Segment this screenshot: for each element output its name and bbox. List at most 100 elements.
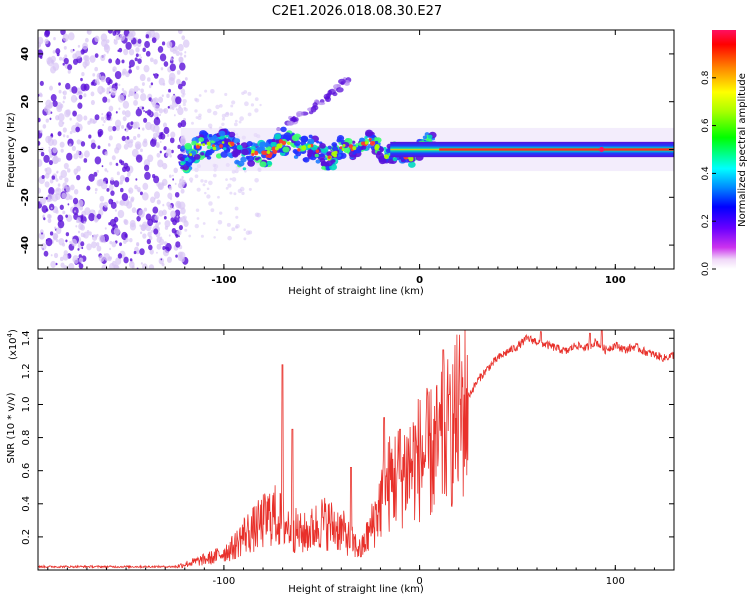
noise-blob: [139, 191, 143, 196]
signal-blob: [427, 134, 433, 139]
noise-blob: [81, 72, 85, 77]
noise-blob: [102, 124, 104, 127]
noise-speck: [195, 98, 200, 103]
harmonic-blob: [332, 91, 338, 97]
noise-blob: [38, 187, 41, 194]
noise-blob: [140, 231, 143, 235]
noise-blob: [142, 182, 149, 191]
noise-blob: [50, 133, 53, 137]
signal-blob: [205, 151, 211, 157]
noise-blob: [59, 175, 63, 181]
noise-blob: [152, 73, 155, 76]
noise-speck: [238, 120, 242, 124]
noise-blob: [180, 207, 186, 215]
signal-blob: [259, 141, 267, 148]
signal-blob: [383, 147, 387, 150]
harmonic-blob: [286, 120, 295, 126]
noise-blob: [46, 57, 52, 64]
signal-blob: [336, 135, 345, 142]
noise-blob: [104, 151, 109, 156]
noise-blob: [75, 150, 80, 155]
noise-blob: [115, 162, 119, 166]
noise-blob: [49, 117, 52, 121]
noise-blob: [168, 88, 172, 93]
noise-blob: [134, 57, 138, 62]
noise-blob: [166, 201, 171, 207]
noise-blob: [62, 134, 66, 138]
noise-blob: [94, 187, 98, 192]
noise-blob: [63, 46, 67, 50]
noise-blob: [66, 134, 69, 139]
noise-blob: [62, 62, 65, 66]
noise-blob: [103, 53, 106, 57]
noise-blob: [175, 50, 180, 57]
noise-blob: [69, 195, 73, 200]
noise-blob: [160, 67, 164, 71]
noise-blob: [55, 178, 59, 182]
spectrogram-x-tick-label: -100: [211, 275, 236, 286]
noise-blob: [50, 59, 55, 65]
noise-blob: [157, 182, 165, 190]
noise-blob: [149, 249, 154, 255]
noise-blob: [40, 243, 47, 251]
noise-blob: [140, 148, 143, 153]
noise-speck: [219, 104, 223, 108]
noise-blob: [38, 117, 41, 123]
noise-blob: [162, 203, 165, 207]
noise-blob: [171, 106, 175, 111]
signal-peak: [206, 141, 211, 146]
noise-blob: [141, 127, 145, 131]
noise-blob: [60, 30, 66, 36]
noise-blob: [175, 200, 182, 209]
signal-blob: [378, 157, 387, 165]
noise-speck: [239, 116, 244, 121]
signal-blob: [352, 151, 356, 155]
noise-blob: [80, 83, 87, 92]
noise-blob: [147, 77, 151, 82]
noise-blob: [68, 262, 75, 269]
noise-blob: [100, 116, 105, 121]
signal-blob: [198, 137, 205, 143]
noise-blob: [62, 91, 65, 94]
noise-blob: [163, 61, 169, 67]
noise-blob: [176, 70, 181, 75]
signal-blob: [274, 133, 282, 140]
noise-blob: [163, 215, 167, 220]
noise-blob: [179, 62, 186, 71]
signal-blob: [187, 159, 192, 163]
noise-speck: [241, 191, 245, 196]
signal-blob: [200, 152, 205, 156]
signal-blob: [387, 158, 394, 164]
noise-blob: [131, 148, 139, 158]
noise-blob: [44, 181, 50, 188]
noise-blob: [154, 197, 156, 200]
noise-blob: [165, 152, 169, 157]
noise-blob: [158, 96, 164, 103]
noise-blob: [46, 193, 54, 202]
noise-blob: [54, 158, 57, 162]
noise-blob: [70, 48, 74, 53]
noise-speck: [210, 89, 215, 94]
noise-blob: [109, 179, 115, 186]
signal-peak: [195, 144, 201, 149]
noise-blob: [145, 121, 152, 131]
noise-blob: [108, 79, 113, 85]
noise-speck: [230, 104, 234, 108]
noise-blob: [143, 64, 150, 73]
noise-blob: [69, 241, 72, 244]
signal-peak: [265, 154, 269, 158]
signal-peak: [274, 146, 279, 151]
noise-blob: [156, 143, 160, 149]
noise-blob: [92, 120, 96, 124]
snr-series-line: [38, 330, 674, 570]
noise-blob: [97, 132, 102, 138]
signal-peak: [212, 144, 215, 148]
spectrogram-x-tick-label: 100: [605, 275, 626, 286]
noise-blob: [128, 65, 132, 69]
noise-speck: [229, 112, 234, 116]
noise-speck: [227, 235, 232, 241]
noise-blob: [131, 265, 135, 269]
noise-blob: [60, 169, 68, 179]
noise-blob: [88, 173, 95, 182]
noise-blob: [158, 257, 164, 265]
